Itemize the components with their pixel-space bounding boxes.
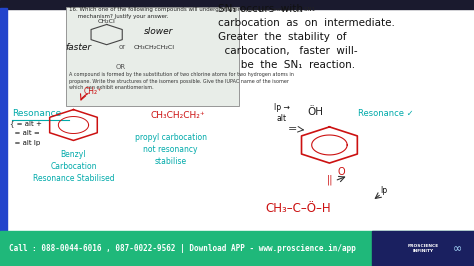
Text: Benzyl
Carbocation
Resonance Stabilised: Benzyl Carbocation Resonance Stabilised [33, 150, 114, 183]
Text: PROSCIENCE
INFINITY: PROSCIENCE INFINITY [408, 244, 439, 253]
Text: CH₃–C–Ö–H: CH₃–C–Ö–H [266, 202, 331, 215]
Text: CH₂⁺: CH₂⁺ [83, 87, 101, 96]
FancyBboxPatch shape [66, 7, 239, 106]
Text: faster: faster [65, 43, 91, 52]
Text: propyl carbocation
not resonancy
stabilise: propyl carbocation not resonancy stabili… [135, 133, 207, 166]
Bar [0, 0, 474, 9]
Text: OR: OR [116, 64, 126, 70]
Text: Resonance: Resonance [12, 109, 61, 118]
Text: SN₁ occurs  with
carbocation  as  on  intermediate.
Greater  the  stability  of
: SN₁ occurs with carbocation as on interm… [218, 4, 395, 70]
Text: lp: lp [380, 186, 388, 195]
Text: slower: slower [144, 27, 173, 36]
Text: 16. Which one of the following compounds will undergo faster hydrolysis reaction: 16. Which one of the following compounds… [69, 7, 315, 19]
Text: Call : 088-0044-6016 , 087-0022-9562 | Download APP - www.proscience.in/app: Call : 088-0044-6016 , 087-0022-9562 | D… [9, 244, 356, 253]
Text: ÖH: ÖH [307, 107, 323, 117]
Bar [0, 8, 7, 231]
Text: O: O [337, 167, 345, 177]
Text: ||: || [327, 174, 334, 185]
Bar [0, 231, 474, 266]
Text: =: = [288, 124, 298, 134]
Text: { = alt +
  = alt =
  = alt lp: { = alt + = alt = = alt lp [10, 120, 42, 146]
Text: ∞: ∞ [453, 244, 462, 254]
Text: or: or [118, 44, 126, 50]
Bar [372, 231, 474, 266]
Text: CH₃CH₂CH₂Cl: CH₃CH₂CH₂Cl [134, 45, 174, 50]
Text: Resonance ✓: Resonance ✓ [358, 109, 414, 118]
Text: CH₂Cl: CH₂Cl [98, 19, 116, 24]
Text: A compound is formed by the substitution of two chlorine atoms for two hydrogen : A compound is formed by the substitution… [69, 72, 293, 90]
Text: CH₃CH₂CH₂⁺: CH₃CH₂CH₂⁺ [150, 111, 205, 120]
Text: lp →
alt: lp → alt [274, 103, 290, 123]
